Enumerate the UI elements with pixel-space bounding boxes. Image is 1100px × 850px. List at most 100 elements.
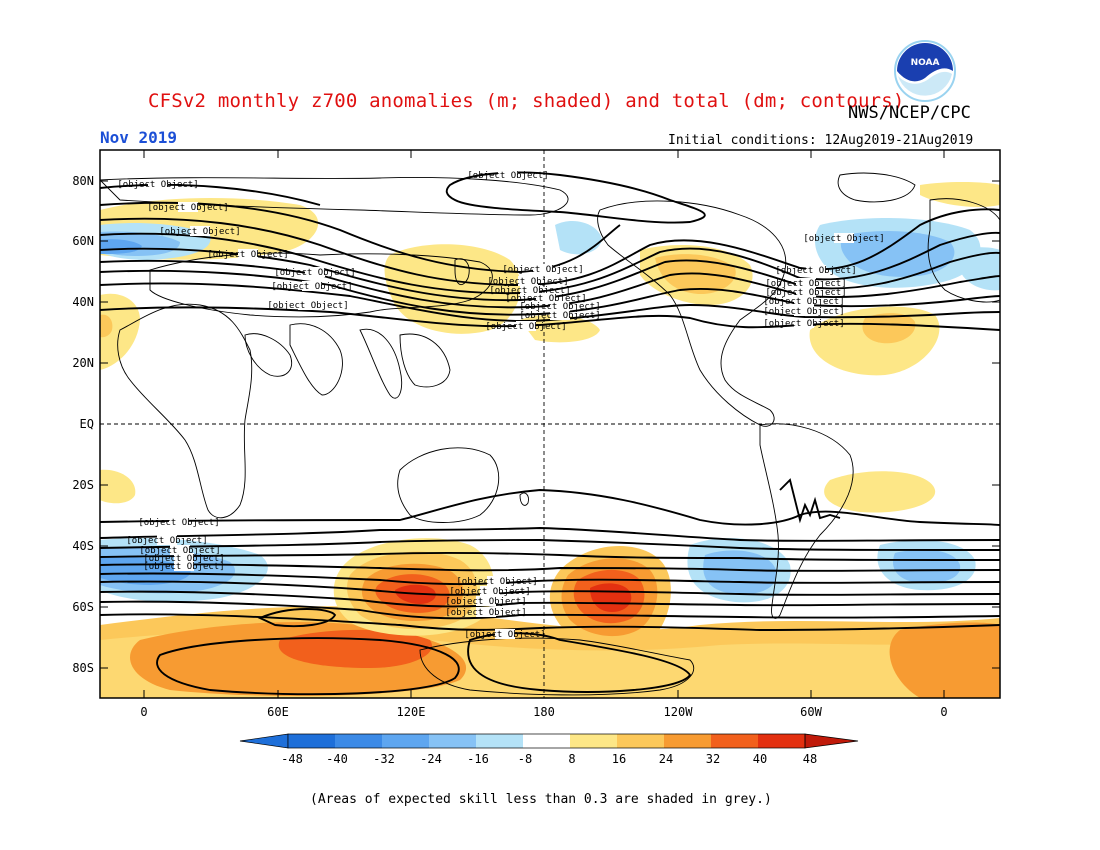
lat-label-80s: 80S <box>72 661 94 675</box>
svg-text:[object Object]: [object Object] <box>445 608 526 618</box>
colorbar-arrow-right <box>804 733 859 749</box>
svg-text:[object Object]: [object Object] <box>159 227 240 237</box>
colorbar-swatch <box>758 734 805 748</box>
lat-label-80n: 80N <box>72 174 94 188</box>
lat-label-40n: 40N <box>72 295 94 309</box>
contour-label: [object Object] <box>775 265 857 276</box>
svg-text:[object Object]: [object Object] <box>207 250 288 260</box>
svg-text:[object Object]: [object Object] <box>505 294 586 304</box>
colorbar-swatch <box>429 734 476 748</box>
colorbar-swatch <box>711 734 758 748</box>
colorbar-tick: -48 <box>281 752 303 766</box>
noaa-logo-text: NOAA <box>911 58 940 68</box>
svg-text:[object Object]: [object Object] <box>126 536 207 546</box>
contour-label: [object Object] <box>159 226 241 237</box>
colorbar-swatch <box>288 734 335 748</box>
svg-text:[object Object]: [object Object] <box>502 265 583 275</box>
skill-footnote: (Areas of expected skill less than 0.3 a… <box>310 792 772 807</box>
svg-text:[object Object]: [object Object] <box>467 171 548 181</box>
lat-label-20n: 20N <box>72 356 94 370</box>
lon-label-180: 180 <box>533 705 555 719</box>
contour-label: [object Object] <box>765 278 847 289</box>
svg-text:[object Object]: [object Object] <box>519 302 600 312</box>
contour-label: [object Object] <box>487 276 569 287</box>
lon-label-60w: 60W <box>800 705 822 719</box>
contour-label: [object Object] <box>763 306 845 317</box>
svg-text:[object Object]: [object Object] <box>763 307 844 317</box>
colorbar-tick: -24 <box>420 752 442 766</box>
contour-label: [object Object] <box>467 170 549 181</box>
colorbar-tick: -16 <box>467 752 489 766</box>
svg-text:[object Object]: [object Object] <box>456 577 537 587</box>
contour-label: [object Object] <box>274 267 356 278</box>
colorbar-swatch <box>664 734 711 748</box>
contour-label: [object Object] <box>456 576 538 587</box>
contour-label: [object Object] <box>138 517 220 528</box>
map-frame <box>99 149 1001 699</box>
height-contours <box>100 171 1000 696</box>
colorbar-swatch <box>617 734 664 748</box>
svg-text:[object Object]: [object Object] <box>765 288 846 298</box>
forecast-month: Nov 2019 <box>100 128 178 147</box>
contour-label: [object Object] <box>765 287 847 298</box>
contour-label: [object Object] <box>519 310 601 321</box>
colorbar-tick: -32 <box>373 752 395 766</box>
contour-label: [object Object] <box>445 596 527 607</box>
colorbar-swatch <box>335 734 382 748</box>
colorbar: -48 -40 -32 -24 -16 -8 8 16 24 32 40 48 <box>239 733 859 766</box>
svg-text:[object Object]: [object Object] <box>763 297 844 307</box>
lat-label-60n: 60N <box>72 234 94 248</box>
noaa-logo-icon: NOAA <box>894 40 956 102</box>
contour-label: [object Object] <box>267 300 349 311</box>
colorbar-tick: 40 <box>753 752 767 766</box>
contour-label: [object Object] <box>126 535 208 546</box>
contour-label: [object Object] <box>117 179 199 190</box>
svg-text:[object Object]: [object Object] <box>449 587 530 597</box>
svg-text:[object Object]: [object Object] <box>147 203 228 213</box>
svg-text:[object Object]: [object Object] <box>487 277 568 287</box>
lat-label-eq: EQ <box>80 417 94 431</box>
contour-label: [object Object] <box>449 586 531 597</box>
colorbar-tick: 8 <box>568 752 575 766</box>
colorbar-tick: 16 <box>612 752 626 766</box>
lat-label-60s: 60S <box>72 600 94 614</box>
lon-label-120w: 120W <box>664 705 694 719</box>
svg-text:[object Object]: [object Object] <box>271 282 352 292</box>
contour-label: [object Object] <box>803 233 885 244</box>
contour-label: [object Object] <box>763 318 845 329</box>
lon-label-60e: 60E <box>267 705 289 719</box>
svg-text:[object Object]: [object Object] <box>117 180 198 190</box>
contour-label: [object Object] <box>207 249 289 260</box>
lon-label-120e: 120E <box>397 705 426 719</box>
contour-label: [object Object] <box>485 321 567 332</box>
svg-text:[object Object]: [object Object] <box>274 268 355 278</box>
contour-label: [object Object] <box>143 553 225 564</box>
lon-label-0-right: 0 <box>940 705 947 719</box>
contour-label: [object Object] <box>147 202 229 213</box>
anomaly-shading <box>100 181 1000 698</box>
svg-text:[object Object]: [object Object] <box>138 518 219 528</box>
contour-label: [object Object] <box>763 296 845 307</box>
contour-label: [object Object] <box>502 264 584 275</box>
colorbar-tick: 24 <box>659 752 673 766</box>
svg-text:[object Object]: [object Object] <box>464 630 545 640</box>
colorbar-tick: 48 <box>803 752 817 766</box>
svg-text:[object Object]: [object Object] <box>485 322 566 332</box>
contour-label: [object Object] <box>505 293 587 304</box>
lat-label-20s: 20S <box>72 478 94 492</box>
svg-text:[object Object]: [object Object] <box>139 546 220 556</box>
svg-text:[object Object]: [object Object] <box>143 562 224 572</box>
svg-text:[object Object]: [object Object] <box>775 266 856 276</box>
colorbar-arrow-left <box>239 733 289 749</box>
colorbar-tick: -8 <box>518 752 532 766</box>
contour-labels: [object Object] [object Object] [object … <box>117 170 885 640</box>
coastlines <box>100 172 1000 696</box>
colorbar-swatch <box>523 734 570 748</box>
svg-text:[object Object]: [object Object] <box>519 311 600 321</box>
contour-label: [object Object] <box>464 629 546 640</box>
contour-label: [object Object] <box>143 561 225 572</box>
svg-text:[object Object]: [object Object] <box>803 234 884 244</box>
contour-label: [object Object] <box>489 285 571 296</box>
svg-text:[object Object]: [object Object] <box>489 286 570 296</box>
initial-conditions: Initial conditions: 12Aug2019-21Aug2019 <box>668 133 974 148</box>
